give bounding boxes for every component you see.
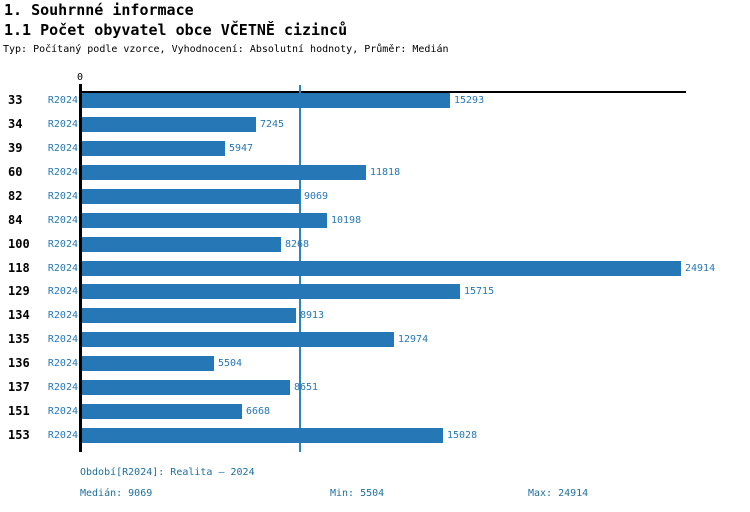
value-label: 8268 <box>285 239 310 250</box>
series-label: R2024 <box>47 215 78 226</box>
report-title: 1. Souhrnné informace <box>4 1 194 19</box>
value-bar <box>82 189 300 204</box>
value-bar <box>82 117 256 132</box>
y-axis-line <box>79 84 82 452</box>
value-label: 24914 <box>685 263 716 274</box>
median-stat: Medián: 9069 <box>80 488 153 499</box>
section-title: 1.1 Počet obyvatel obce VČETNĚ cizinců <box>4 21 348 39</box>
value-label: 15293 <box>454 95 485 106</box>
series-label: R2024 <box>47 143 78 154</box>
category-label: 84 <box>8 213 23 227</box>
value-bar <box>82 237 281 252</box>
category-label: 153 <box>8 428 30 442</box>
value-bar <box>82 141 225 156</box>
value-label: 5504 <box>218 358 243 369</box>
value-label: 6668 <box>246 406 271 417</box>
chart-row: 33 R2024 15293 <box>0 93 750 108</box>
chart-row: 136 R2024 5504 <box>0 356 750 371</box>
series-label: R2024 <box>47 286 78 297</box>
chart-row: 34 R2024 7245 <box>0 117 750 132</box>
chart-row: 153 R2024 15028 <box>0 428 750 443</box>
series-label: R2024 <box>47 191 78 202</box>
x-axis-zero-label: 0 <box>77 72 84 83</box>
category-label: 118 <box>8 261 30 275</box>
series-label: R2024 <box>47 406 78 417</box>
series-label: R2024 <box>47 334 78 345</box>
category-label: 34 <box>8 117 23 131</box>
value-bar <box>82 308 296 323</box>
value-label: 12974 <box>398 334 429 345</box>
chart-row: 129 R2024 15715 <box>0 284 750 299</box>
value-bar <box>82 356 214 371</box>
chart-row: 118 R2024 24914 <box>0 261 750 276</box>
chart-row: 151 R2024 6668 <box>0 404 750 419</box>
category-label: 135 <box>8 332 30 346</box>
value-label: 9069 <box>304 191 329 202</box>
category-label: 82 <box>8 189 23 203</box>
value-bar <box>82 261 681 276</box>
value-label: 15028 <box>447 430 478 441</box>
max-stat: Max: 24914 <box>528 488 589 499</box>
value-label: 8651 <box>294 382 319 393</box>
value-label: 8913 <box>300 310 325 321</box>
chart-row: 100 R2024 8268 <box>0 237 750 252</box>
value-bar <box>82 428 443 443</box>
x-axis-line <box>79 91 686 93</box>
series-label: R2024 <box>47 310 78 321</box>
chart-row: 60 R2024 11818 <box>0 165 750 180</box>
chart-row: 82 R2024 9069 <box>0 189 750 204</box>
series-label: R2024 <box>47 430 78 441</box>
value-bar <box>82 93 450 108</box>
value-label: 11818 <box>370 167 401 178</box>
value-bar <box>82 332 394 347</box>
series-label: R2024 <box>47 358 78 369</box>
value-bar <box>82 404 242 419</box>
chart-row: 134 R2024 8913 <box>0 308 750 323</box>
chart-row: 39 R2024 5947 <box>0 141 750 156</box>
category-label: 39 <box>8 141 23 155</box>
category-label: 151 <box>8 404 30 418</box>
value-bar <box>82 213 327 228</box>
category-label: 33 <box>8 93 23 107</box>
category-label: 137 <box>8 380 30 394</box>
series-label: R2024 <box>47 382 78 393</box>
value-label: 15715 <box>464 286 495 297</box>
series-label: R2024 <box>47 167 78 178</box>
value-bar <box>82 165 366 180</box>
series-label: R2024 <box>47 263 78 274</box>
series-label: R2024 <box>47 239 78 250</box>
value-bar <box>82 284 460 299</box>
category-label: 136 <box>8 356 30 370</box>
category-label: 129 <box>8 284 30 298</box>
chart-row: 84 R2024 10198 <box>0 213 750 228</box>
value-bar <box>82 380 290 395</box>
category-label: 100 <box>8 237 30 251</box>
period-label: Období[R2024]: Realita – 2024 <box>80 467 255 478</box>
chart-meta-line: Typ: Počítaný podle vzorce, Vyhodnocení:… <box>3 44 449 55</box>
chart-row: 137 R2024 8651 <box>0 380 750 395</box>
category-label: 60 <box>8 165 23 179</box>
value-label: 7245 <box>260 119 285 130</box>
value-label: 5947 <box>229 143 254 154</box>
series-label: R2024 <box>47 119 78 130</box>
series-label: R2024 <box>47 95 78 106</box>
value-label: 10198 <box>331 215 362 226</box>
category-label: 134 <box>8 308 30 322</box>
chart-row: 135 R2024 12974 <box>0 332 750 347</box>
min-stat: Min: 5504 <box>330 488 385 499</box>
